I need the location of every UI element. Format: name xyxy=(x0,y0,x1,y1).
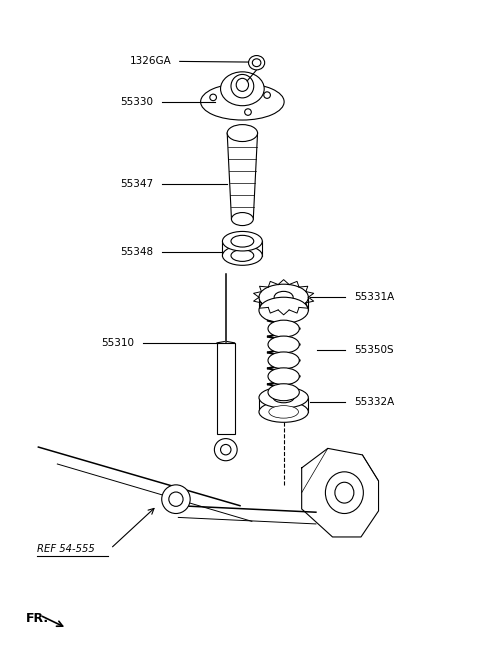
Ellipse shape xyxy=(252,59,261,66)
Ellipse shape xyxy=(249,56,264,70)
Ellipse shape xyxy=(231,250,254,261)
Ellipse shape xyxy=(220,72,264,106)
Ellipse shape xyxy=(231,213,253,225)
Text: 55350S: 55350S xyxy=(354,345,394,355)
Ellipse shape xyxy=(269,405,299,418)
Ellipse shape xyxy=(210,94,216,101)
Ellipse shape xyxy=(274,291,293,303)
Ellipse shape xyxy=(268,352,300,369)
Ellipse shape xyxy=(268,384,300,401)
Ellipse shape xyxy=(162,485,190,514)
Text: 55332A: 55332A xyxy=(354,397,394,407)
Ellipse shape xyxy=(259,401,308,422)
Text: 55348: 55348 xyxy=(120,246,154,257)
Ellipse shape xyxy=(259,297,308,323)
Ellipse shape xyxy=(220,444,231,455)
Ellipse shape xyxy=(268,320,300,337)
Ellipse shape xyxy=(222,231,262,251)
Ellipse shape xyxy=(268,368,300,385)
Ellipse shape xyxy=(215,439,237,461)
Text: FR.: FR. xyxy=(25,612,48,625)
Ellipse shape xyxy=(231,74,254,98)
Text: 55330: 55330 xyxy=(120,97,154,108)
Ellipse shape xyxy=(335,482,354,503)
Ellipse shape xyxy=(231,235,254,247)
Ellipse shape xyxy=(273,392,294,403)
Ellipse shape xyxy=(245,109,252,116)
Ellipse shape xyxy=(222,246,262,265)
Ellipse shape xyxy=(169,492,183,507)
Ellipse shape xyxy=(259,284,308,310)
Ellipse shape xyxy=(264,92,270,99)
Text: REF 54-555: REF 54-555 xyxy=(37,544,95,554)
Ellipse shape xyxy=(236,78,249,91)
Ellipse shape xyxy=(268,336,300,353)
Text: 55331A: 55331A xyxy=(354,292,394,302)
FancyBboxPatch shape xyxy=(217,343,235,434)
Text: 55347: 55347 xyxy=(120,179,154,189)
Ellipse shape xyxy=(201,83,284,120)
Ellipse shape xyxy=(227,125,258,141)
Ellipse shape xyxy=(259,387,308,408)
Ellipse shape xyxy=(325,472,363,514)
Text: 1326GA: 1326GA xyxy=(130,57,171,66)
Text: 55310: 55310 xyxy=(102,338,135,348)
